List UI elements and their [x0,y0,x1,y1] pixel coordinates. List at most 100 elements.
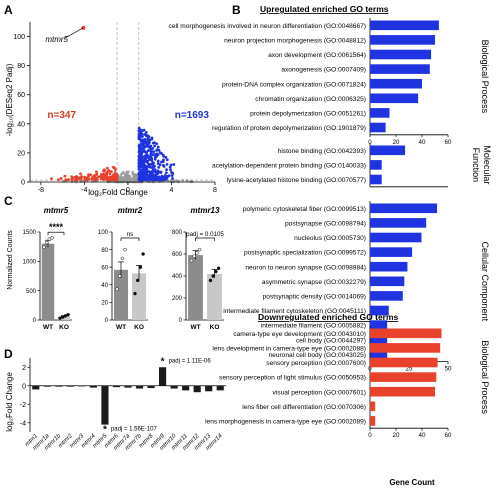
a-point-up [138,151,142,155]
b-term-label: neuronal cell body (GO:0043025) [268,352,366,359]
a-point-down [70,178,74,182]
c-y-tick-label: 80 [101,248,108,254]
d-bar [101,385,109,425]
b-x-tick-label: 60 [445,139,452,146]
d-bar [32,385,40,390]
panel-b-down-header: Downregulated enriched GO terms [258,312,399,322]
b-bar [370,334,388,345]
a-point-up [153,144,157,148]
b-term-label: lens fiber cell differentiation (GO:0070… [242,404,366,411]
a-point-up [150,156,153,160]
a-point-down [89,173,92,177]
a-point-up [144,130,148,134]
c-y-tick-label: 0 [179,318,183,324]
b-x-tick-label: 60 [445,432,452,439]
b-term-label: lens development in camera-type eye (GO:… [212,346,366,353]
c-y-tick-label: 0 [105,318,109,324]
c-bar [57,316,71,320]
a-point-down [75,175,78,178]
d-bar [78,385,86,387]
d-bar [182,385,190,391]
a-point-up [149,151,153,155]
a-gene-leader-line [65,27,84,39]
c-data-point [208,278,213,283]
a-point-down [110,170,113,174]
b-bar [370,372,437,382]
c-bar [188,255,203,320]
a-point-up [142,144,145,147]
a-point-ns [121,179,124,182]
b-bar [370,386,435,397]
c-category-label: WT [43,324,53,331]
a-point-down [83,175,86,179]
c-data-point [44,240,49,245]
b-bar [370,64,430,74]
a-point-down [90,177,94,181]
a-point-up [165,162,169,166]
a-point-up [157,175,161,179]
a-point-up [142,128,146,132]
a-point-up [145,160,149,164]
a-point-ns [166,179,170,183]
d-bar [55,385,63,387]
a-point-down [76,178,79,182]
b-term-label: axon development (GO:0061564) [268,52,366,59]
a-point-ns [125,172,129,176]
d-bar [193,385,201,393]
c-subplot-title: mtmr13 [191,206,220,215]
a-point-up [139,146,143,150]
b-bar [370,35,435,45]
c-y-tick-label: 100 [98,230,109,236]
c-category-label: KO [210,324,220,331]
a-point-ns [113,170,117,173]
a-point-up [138,143,142,147]
a-point-up [170,171,173,174]
a-point-up [145,150,149,154]
a-point-down [102,169,105,173]
a-point-up [151,147,155,150]
panel-c-label: C [4,194,13,208]
d-bar [112,385,121,388]
a-point-up [145,170,149,174]
a-point-down [105,172,109,176]
a-point-up [170,174,174,178]
b-term-label: lens morphogenesis in camera-type eye (G… [205,419,366,426]
a-point-ns [120,173,123,176]
b-bar [370,232,422,243]
a-point-up [149,175,153,178]
panel-d-label: D [4,347,13,361]
b-bar [370,357,438,368]
c-data-point [214,269,218,274]
d-bar [147,385,155,389]
a-point-down [112,166,116,170]
b-term-label: lysine-acetylated histone binding (GO:00… [227,177,366,184]
c-data-point [115,287,119,291]
a-point-up [153,141,156,145]
b-group-name-line1: Molecular [482,145,492,184]
a-y-tick-label: 0 [21,180,25,187]
b-group-name-line2: Function [471,148,481,183]
a-y-tick-label: 80 [17,63,25,70]
b-bar [370,145,406,156]
a-point-up [142,161,145,165]
a-point-up [144,158,147,162]
a-point-up [164,155,168,159]
b-bar [370,305,389,316]
c-data-point [216,266,221,271]
a-y-tick-label: 100 [13,34,25,41]
a-point-up [171,177,174,180]
d-bar [159,367,167,386]
b-x-tick-label: 20 [393,432,400,439]
c-y-tick-label: 600 [172,252,183,258]
c-signif-label: ns [127,231,134,238]
c-category-label: KO [134,324,144,331]
a-point-up [151,168,155,172]
c-y-tick-label: 1500 [23,230,37,236]
c-signif-label: **** [49,222,64,232]
a-point-up [148,146,152,150]
a-point-up [165,158,169,162]
panel-b-label: B [232,3,241,17]
c-y-tick-label: 200 [172,296,183,302]
a-point-up [150,136,154,140]
